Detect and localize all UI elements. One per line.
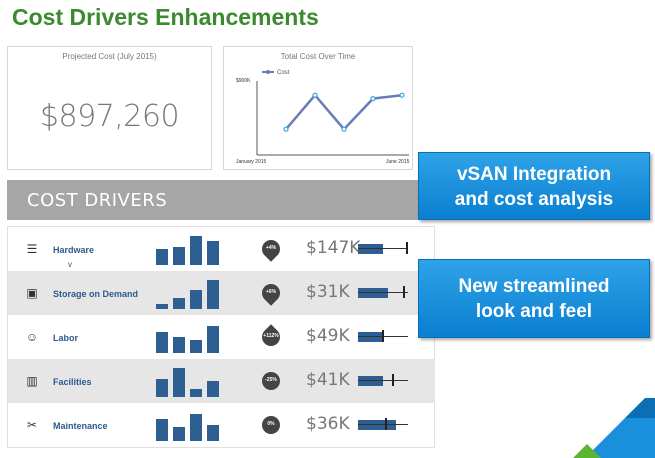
trend-bar bbox=[173, 427, 185, 441]
slide-title: Cost Drivers Enhancements bbox=[12, 4, 319, 30]
driver-row[interactable]: ✂ Maintenance 0% $36K bbox=[8, 403, 435, 447]
trend-bar bbox=[190, 236, 202, 265]
cost-data-point bbox=[312, 92, 318, 98]
range-line bbox=[358, 380, 408, 381]
trend-bar bbox=[207, 326, 219, 353]
driver-label[interactable]: Hardware bbox=[53, 245, 95, 255]
trend-bar bbox=[156, 379, 168, 397]
range-target-tick bbox=[392, 374, 394, 386]
range-bar bbox=[358, 332, 383, 342]
driver-label[interactable]: Labor bbox=[53, 333, 79, 343]
change-badge-label: +6% bbox=[265, 289, 277, 295]
total-cost-chart: Cost $900K January 2015 June 2015 bbox=[236, 70, 410, 165]
projected-cost-value: $897,260 bbox=[39, 99, 180, 134]
legend-label: Cost bbox=[277, 70, 290, 76]
range-target-tick bbox=[403, 286, 405, 298]
driver-row[interactable]: ☺ Labor +112% $49K bbox=[8, 315, 435, 359]
range-bar bbox=[358, 288, 388, 298]
driver-trend-bars bbox=[156, 409, 222, 441]
range-target-tick bbox=[406, 242, 408, 254]
range-bar bbox=[358, 376, 383, 386]
trend-bar bbox=[190, 340, 202, 353]
change-badge-label: -25% bbox=[265, 377, 277, 383]
range-target-tick bbox=[382, 330, 384, 342]
cost-series-line bbox=[285, 93, 403, 132]
trend-bar bbox=[207, 425, 219, 441]
driver-row[interactable]: ▥ Facilities -25% $41K bbox=[8, 359, 435, 403]
expand-caret-icon[interactable]: v bbox=[68, 260, 72, 269]
trend-bar bbox=[156, 419, 168, 441]
driver-row[interactable]: ▣ Storage on Demand +6% $31K bbox=[8, 271, 435, 315]
range-target-tick bbox=[385, 418, 387, 430]
window-icon: ▣ bbox=[26, 286, 38, 300]
change-badge-shape bbox=[262, 372, 280, 390]
people-icon: ☺ bbox=[25, 330, 39, 344]
driver-row[interactable]: ☰ Hardware v +4% $147K bbox=[8, 227, 435, 271]
driver-trend-bars bbox=[156, 365, 222, 397]
cost-data-point bbox=[283, 126, 289, 132]
corner-decoration bbox=[573, 398, 655, 458]
trend-bar bbox=[156, 249, 168, 265]
cost-drivers-title: COST DRIVERS bbox=[27, 190, 168, 211]
range-line bbox=[358, 292, 408, 293]
trend-bar bbox=[207, 381, 219, 397]
legend-marker bbox=[266, 70, 270, 74]
y-tick-label: $900K bbox=[236, 78, 251, 84]
trend-bar bbox=[190, 290, 202, 309]
driver-label[interactable]: Maintenance bbox=[53, 421, 108, 431]
driver-label[interactable]: Storage on Demand bbox=[53, 289, 139, 299]
projected-cost-card: Projected Cost (July 2015) $897,260 bbox=[7, 46, 212, 170]
trend-bar bbox=[207, 241, 219, 265]
trend-bar bbox=[173, 368, 185, 397]
total-cost-card: Total Cost Over Time Cost $900K January … bbox=[223, 46, 413, 170]
server-icon: ☰ bbox=[26, 242, 38, 256]
trend-bar bbox=[173, 298, 185, 309]
callout-vsan-line2: and cost analysis bbox=[454, 189, 614, 210]
driver-amount: $41K bbox=[306, 370, 350, 390]
cost-drivers-header: COST DRIVERS bbox=[7, 180, 435, 220]
change-badge-label: +4% bbox=[265, 245, 277, 251]
total-cost-title: Total Cost Over Time bbox=[280, 52, 356, 61]
trend-bar bbox=[207, 280, 219, 309]
x-end-label: June 2015 bbox=[386, 159, 410, 165]
range-line bbox=[358, 424, 408, 425]
callout-streamlined-line2: look and feel bbox=[475, 301, 593, 322]
x-start-label: January 2015 bbox=[236, 159, 267, 165]
driver-trend-bars bbox=[156, 277, 222, 309]
change-badge-shape bbox=[262, 416, 280, 434]
range-bar bbox=[358, 244, 383, 254]
driver-amount: $31K bbox=[306, 282, 350, 302]
callout-streamlined-line1: New streamlined bbox=[458, 276, 610, 297]
driver-trend-bars bbox=[156, 233, 222, 265]
driver-trend-bars bbox=[156, 321, 222, 353]
trend-bar bbox=[173, 337, 185, 353]
change-badge-label: 0% bbox=[267, 421, 275, 427]
trend-bar bbox=[156, 332, 168, 353]
trend-bar bbox=[173, 247, 185, 265]
change-badge-label: +112% bbox=[263, 333, 279, 339]
cost-drivers-table: ☰ Hardware v +4% $147K ▣ Storage on Demand +6% $… bbox=[7, 226, 435, 448]
cost-data-point bbox=[399, 92, 405, 98]
callout-vsan-line1: vSAN Integration bbox=[456, 164, 612, 185]
cost-data-point bbox=[370, 95, 376, 102]
projected-cost-title: Projected Cost (July 2015) bbox=[62, 52, 157, 61]
driver-amount: $36K bbox=[306, 414, 350, 434]
driver-amount: $49K bbox=[306, 326, 350, 346]
driver-amount: $147K bbox=[306, 238, 361, 258]
trend-bar bbox=[190, 389, 202, 397]
trend-bar bbox=[190, 414, 202, 441]
building-icon: ▥ bbox=[26, 374, 38, 388]
callout-vsan: vSAN Integration and cost analysis bbox=[418, 152, 650, 220]
range-line bbox=[358, 248, 408, 249]
callout-streamlined: New streamlined look and feel bbox=[418, 259, 650, 338]
range-bar bbox=[358, 420, 396, 430]
tools-icon: ✂ bbox=[26, 418, 38, 432]
cost-data-point bbox=[341, 126, 347, 132]
driver-label[interactable]: Facilities bbox=[53, 377, 92, 387]
trend-bar bbox=[156, 304, 168, 309]
